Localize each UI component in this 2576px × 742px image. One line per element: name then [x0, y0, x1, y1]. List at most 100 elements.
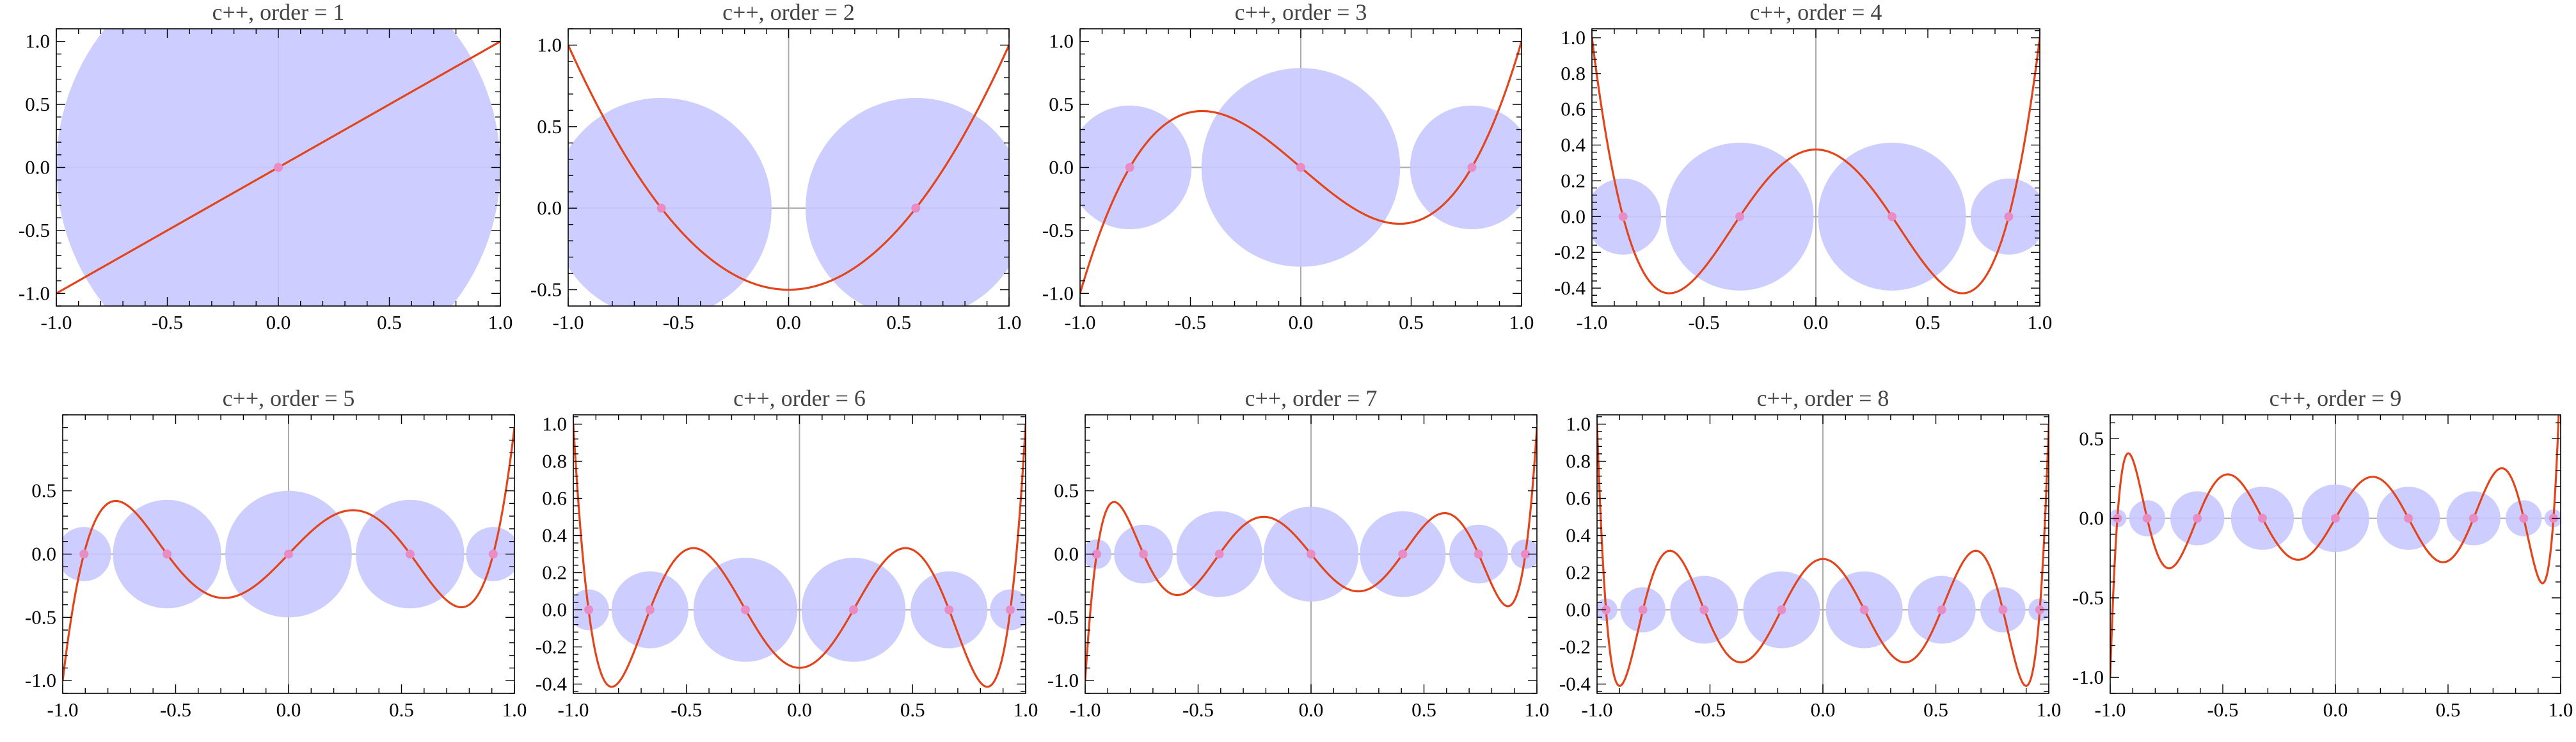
- root-point: [1005, 605, 1015, 615]
- root-point: [79, 549, 89, 559]
- y-tick-label: 0.5: [1049, 93, 1074, 115]
- y-tick-label: 0.5: [1054, 480, 1079, 502]
- root-point: [944, 605, 954, 615]
- root-point: [2193, 513, 2202, 523]
- x-tick-label: 1.0: [1509, 311, 1534, 334]
- x-tick-label: -1.0: [557, 698, 589, 721]
- root-point: [1398, 549, 1408, 559]
- root-circle: [806, 97, 1009, 306]
- root-point: [1859, 605, 1869, 615]
- x-tick-label: -0.5: [671, 698, 702, 721]
- root-point: [741, 605, 751, 615]
- y-tick-label: -0.2: [1554, 241, 1586, 263]
- ticks: [1591, 29, 2040, 306]
- y-tick-label: -0.2: [536, 636, 567, 658]
- x-tick-label: -0.5: [1694, 698, 1726, 721]
- chart-title: c++, order = 9: [2270, 385, 2402, 411]
- y-tick-label: 0.6: [1561, 98, 1586, 120]
- y-tick-label: 1.0: [1049, 30, 1074, 52]
- root-point: [2469, 513, 2478, 523]
- y-tick-label: 0.8: [1566, 450, 1591, 472]
- x-tick-label: 0.0: [787, 698, 812, 721]
- chart-title: c++, order = 8: [1757, 385, 1889, 411]
- x-tick-label: -0.5: [160, 698, 191, 721]
- root-point: [1092, 549, 1102, 559]
- x-tick-label: 1.0: [1525, 698, 1550, 721]
- root-point: [911, 204, 921, 213]
- root-point: [2142, 513, 2152, 523]
- y-tick-label: -0.5: [1047, 606, 1079, 628]
- chart-title: c++, order = 5: [223, 385, 355, 411]
- x-tick-label: -0.5: [1175, 311, 1206, 334]
- chart-title: c++, order = 4: [1750, 0, 1882, 25]
- x-tick-label: 0.5: [1916, 311, 1941, 334]
- root-point: [656, 204, 666, 213]
- y-tick-label: 0.4: [542, 524, 567, 547]
- x-tick-label: 0.5: [1923, 698, 1948, 721]
- x-tick-label: 0.5: [389, 698, 414, 721]
- ticks: [62, 414, 515, 694]
- root-point: [163, 549, 172, 559]
- root-point: [1937, 605, 1946, 615]
- series-line: [1592, 37, 2040, 294]
- y-tick-label: 0.0: [537, 197, 562, 219]
- y-tick-label: 0.0: [2079, 507, 2104, 529]
- plot-area: [1592, 29, 2040, 306]
- root-circle: [1410, 105, 1522, 230]
- root-point: [2035, 605, 2044, 615]
- y-tick-label: 0.5: [2079, 427, 2104, 449]
- root-point: [1618, 212, 1628, 222]
- y-tick-label: -0.5: [25, 606, 56, 628]
- root-point: [1998, 605, 2008, 615]
- x-tick-label: 0.0: [1299, 698, 1324, 721]
- y-tick-label: 0.6: [1566, 487, 1591, 510]
- y-tick-label: -0.5: [1042, 219, 1074, 241]
- root-point: [488, 549, 498, 559]
- root-point: [2004, 212, 2014, 222]
- y-tick-label: 0.4: [1566, 524, 1591, 547]
- root-point: [1214, 549, 1224, 559]
- root-point: [274, 163, 283, 172]
- x-tick-label: 0.0: [1289, 311, 1314, 334]
- x-tick-label: 0.5: [1411, 698, 1436, 721]
- plot-panel-order-3: -1.0 -0.5 0.0 0.5 1.0 -1.0 -0.5 0.0 0.5 1.0 c++, o…: [1042, 0, 1534, 334]
- y-tick-label: 0.8: [542, 450, 567, 472]
- x-tick-label: 0.5: [377, 311, 402, 334]
- x-tick-label: -1.0: [552, 311, 584, 334]
- root-point: [2257, 513, 2267, 523]
- root-point: [1125, 163, 1134, 172]
- chart-title: c++, order = 2: [722, 0, 855, 25]
- y-tick-label: -0.5: [19, 219, 50, 241]
- plot-area: [568, 29, 1009, 306]
- x-tick-label: -1.0: [1576, 311, 1607, 334]
- root-point: [1735, 212, 1744, 222]
- y-tick-label: 1.0: [542, 413, 567, 435]
- y-tick-label: -0.5: [530, 278, 562, 301]
- chart-title: c++, order = 3: [1235, 0, 1367, 25]
- root-point: [405, 549, 415, 559]
- x-tick-label: 1.0: [2037, 698, 2062, 721]
- y-tick-label: 1.0: [25, 30, 50, 52]
- y-tick-label: 0.0: [1049, 156, 1074, 179]
- y-tick-label: -0.4: [536, 673, 568, 695]
- ticks: [568, 28, 1010, 306]
- y-tick-label: -1.0: [1042, 282, 1074, 304]
- y-tick-label: 0.0: [1054, 543, 1079, 565]
- plot-area: [1080, 29, 1522, 306]
- plot-panel-order-6: -1.0 -0.5 0.0 0.5 1.0 -0.4 -0.2 0.0 0.2 0.4 0.6 0.8…: [536, 385, 1038, 721]
- plot-area: [1085, 415, 1537, 693]
- x-tick-label: 0.0: [2323, 698, 2348, 721]
- root-point: [1888, 212, 1896, 222]
- root-point: [1474, 549, 1483, 559]
- y-tick-label: 0.5: [25, 93, 50, 115]
- x-tick-label: 0.5: [900, 698, 925, 721]
- y-tick-label: 0.0: [542, 599, 567, 621]
- x-tick-label: -0.5: [663, 311, 694, 334]
- plot-area: [2110, 415, 2561, 693]
- root-point: [1139, 549, 1149, 559]
- y-tick-label: -1.0: [25, 669, 56, 691]
- chart-title: c++, order = 1: [212, 0, 345, 25]
- root-circle: [1080, 105, 1192, 230]
